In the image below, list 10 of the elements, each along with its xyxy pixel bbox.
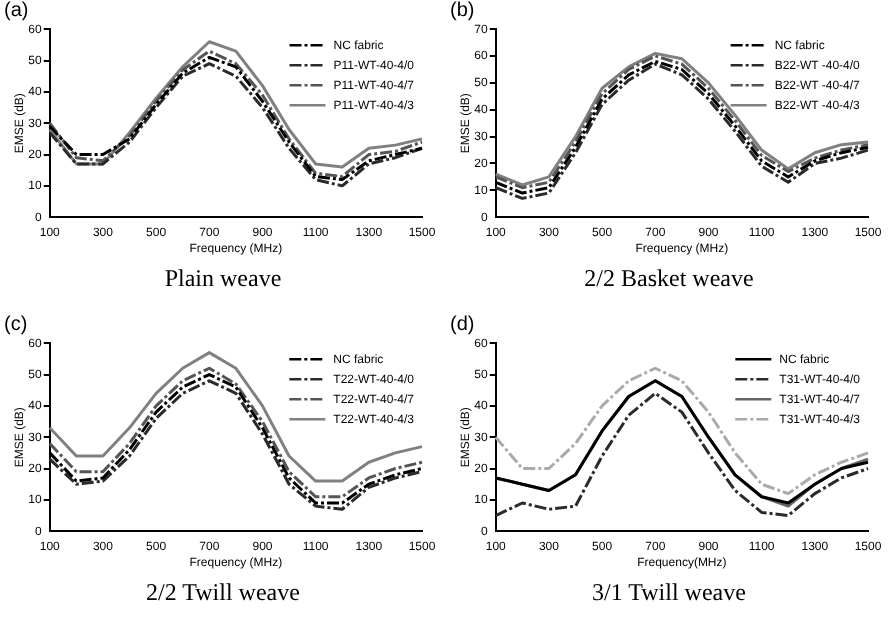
chart-title: (c) [4, 314, 28, 336]
line-series [494, 366, 870, 496]
chart-title: (d) [450, 314, 475, 336]
text: 3/1 Twill weave [590, 578, 748, 608]
text: Plain weave [162, 264, 284, 294]
chart-title: (a) [4, 0, 29, 22]
line-series [494, 391, 870, 518]
text: 2/2 Twill weave [144, 578, 302, 608]
text: 2/2 Basket weave [582, 264, 756, 294]
chart-title: (b) [450, 0, 475, 22]
